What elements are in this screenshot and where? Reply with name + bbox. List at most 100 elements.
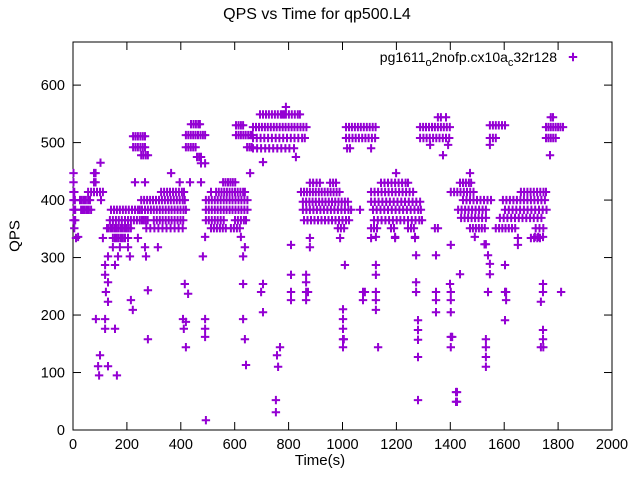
data-point bbox=[335, 233, 345, 243]
data-point bbox=[413, 352, 423, 362]
data-point bbox=[91, 178, 100, 187]
data-point bbox=[273, 362, 283, 371]
data-point bbox=[258, 279, 268, 289]
data-point bbox=[481, 335, 491, 344]
data-point bbox=[411, 251, 421, 260]
data-point bbox=[441, 113, 451, 122]
data-point bbox=[201, 416, 211, 425]
data-point bbox=[513, 240, 523, 250]
data-point bbox=[335, 187, 344, 197]
data-point bbox=[100, 324, 110, 333]
data-point bbox=[175, 178, 184, 187]
data-point bbox=[403, 178, 413, 187]
data-point bbox=[73, 232, 83, 242]
data-point bbox=[238, 121, 248, 130]
data-point bbox=[153, 243, 163, 252]
data-point bbox=[538, 287, 548, 297]
data-point bbox=[140, 243, 150, 252]
data-point bbox=[245, 168, 255, 178]
data-point bbox=[241, 216, 251, 225]
data-point bbox=[371, 305, 381, 315]
data-point bbox=[301, 295, 311, 305]
data-point bbox=[247, 143, 256, 152]
data-point bbox=[371, 122, 380, 132]
data-point bbox=[411, 287, 421, 297]
data-point bbox=[181, 205, 191, 214]
data-point bbox=[123, 243, 133, 252]
data-point bbox=[200, 130, 210, 140]
data-point bbox=[448, 332, 457, 342]
data-point bbox=[500, 260, 510, 270]
data-point bbox=[338, 314, 348, 324]
data-point bbox=[339, 224, 349, 233]
data-point bbox=[481, 362, 491, 371]
data-point bbox=[275, 343, 285, 352]
data-point bbox=[258, 308, 268, 317]
data-point bbox=[431, 308, 441, 317]
data-point bbox=[100, 270, 110, 279]
data-point bbox=[305, 233, 315, 243]
legend: pg1611o2nofp.cx10ac32r128 bbox=[380, 48, 557, 69]
data-point bbox=[143, 335, 153, 344]
data-point bbox=[558, 122, 568, 132]
x-tick-label: 200 bbox=[115, 437, 139, 453]
data-point bbox=[556, 287, 566, 297]
data-point bbox=[433, 224, 443, 233]
data-point bbox=[180, 195, 189, 205]
data-point bbox=[191, 143, 200, 152]
legend-series-label: pg1611o2nofp.cx10ac32r128 bbox=[380, 49, 557, 69]
data-point bbox=[183, 289, 193, 298]
x-tick-label: 2000 bbox=[596, 437, 628, 453]
data-point bbox=[500, 121, 510, 130]
y-tick-label: 600 bbox=[41, 78, 65, 94]
legend-label-subscript: o bbox=[425, 57, 432, 69]
data-point bbox=[200, 314, 210, 324]
legend-label-subscript: c bbox=[507, 57, 514, 69]
y-tick-label: 200 bbox=[41, 308, 65, 324]
data-point bbox=[541, 187, 551, 197]
data-point bbox=[235, 224, 244, 233]
data-point bbox=[185, 178, 195, 187]
data-point bbox=[286, 270, 296, 279]
x-tick-label: 1800 bbox=[542, 437, 574, 453]
data-point bbox=[340, 260, 350, 270]
data-point bbox=[389, 224, 399, 233]
data-point bbox=[91, 314, 101, 324]
data-point bbox=[371, 295, 381, 305]
data-point bbox=[103, 362, 113, 371]
data-point bbox=[485, 140, 495, 150]
data-point bbox=[390, 232, 400, 242]
data-point bbox=[425, 140, 435, 150]
data-point bbox=[551, 133, 560, 143]
data-point bbox=[305, 243, 315, 252]
data-point bbox=[69, 178, 78, 187]
data-point bbox=[200, 232, 210, 242]
data-point bbox=[338, 343, 348, 352]
data-point bbox=[200, 332, 210, 342]
data-point bbox=[486, 195, 496, 205]
data-point bbox=[500, 316, 510, 325]
data-point bbox=[110, 324, 120, 333]
data-point bbox=[501, 287, 511, 297]
data-point bbox=[416, 205, 426, 214]
data-point bbox=[539, 343, 548, 352]
data-point bbox=[125, 252, 135, 261]
data-point bbox=[481, 213, 491, 223]
data-point bbox=[415, 197, 425, 206]
data-point bbox=[538, 335, 548, 344]
data-point bbox=[219, 216, 228, 225]
data-point bbox=[417, 216, 427, 225]
data-point bbox=[413, 316, 423, 325]
data-point bbox=[445, 279, 455, 289]
data-point bbox=[272, 351, 282, 360]
data-point bbox=[446, 308, 455, 317]
x-axis-title: Time(s) bbox=[294, 452, 346, 469]
data-point bbox=[258, 157, 268, 167]
data-point bbox=[446, 295, 455, 305]
y-tick-label: 500 bbox=[41, 136, 65, 152]
data-point bbox=[286, 295, 296, 305]
data-point bbox=[115, 243, 125, 252]
data-point bbox=[103, 297, 113, 306]
data-point bbox=[538, 325, 548, 335]
data-point bbox=[195, 120, 205, 129]
